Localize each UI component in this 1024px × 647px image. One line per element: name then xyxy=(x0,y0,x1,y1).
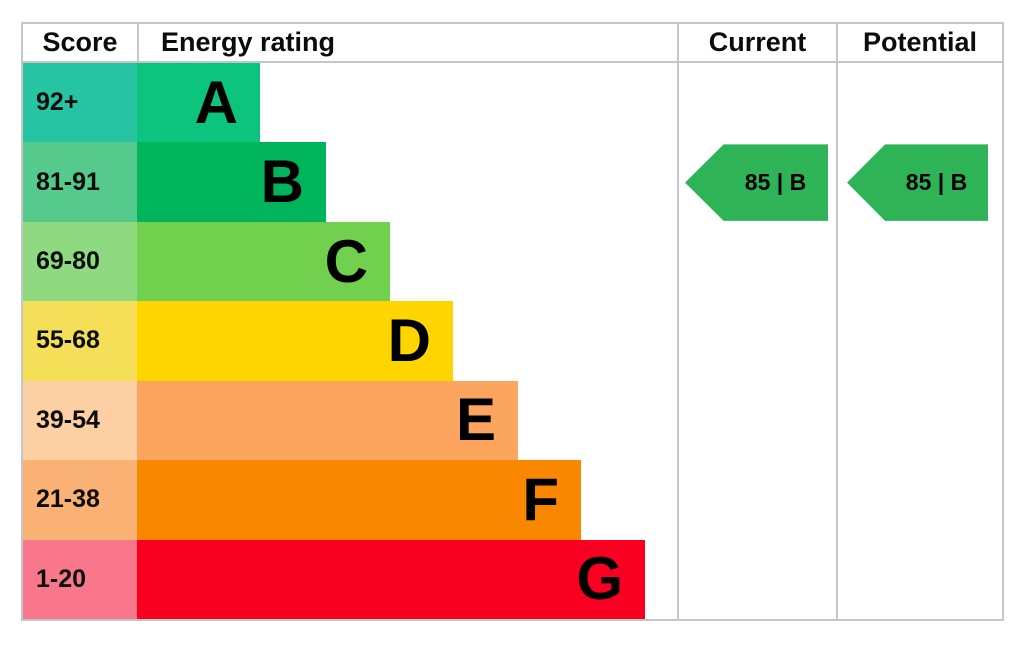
band-row-e: 39-54 E xyxy=(23,380,1002,461)
epc-rating-chart: Score Energy rating Current Potential 92… xyxy=(21,22,1004,621)
band-letter: C xyxy=(324,227,368,295)
band-score-label: 39-54 xyxy=(36,405,100,434)
band-letter: A xyxy=(194,68,238,136)
band-score-label: 1-20 xyxy=(36,564,87,593)
band-row-f: 21-38 F xyxy=(23,460,1002,540)
band-letter: F xyxy=(522,465,559,533)
header-potential: Potential xyxy=(836,24,1002,61)
chart-body: 92+ A 81-91 B 69-80 C 55-68 xyxy=(23,63,1002,619)
band-score-cell: 21-38 xyxy=(23,460,137,540)
band-bar: G xyxy=(137,539,645,619)
current-column-divider xyxy=(677,63,679,619)
band-score-cell: 1-20 xyxy=(23,539,137,619)
band-row-g: 1-20 G xyxy=(23,539,1002,619)
band-score-label: 55-68 xyxy=(36,326,100,355)
band-row-b: 81-91 B xyxy=(23,142,1002,222)
header-energy-rating: Energy rating xyxy=(161,27,336,57)
band-score-cell: 81-91 xyxy=(23,142,137,222)
band-score-label: 81-91 xyxy=(36,167,100,196)
current-rating-label: 85 | B xyxy=(744,169,807,196)
band-row-c: 69-80 C xyxy=(23,221,1002,302)
band-score-cell: 55-68 xyxy=(23,301,137,381)
band-bar: D xyxy=(137,301,453,381)
header-score: Score xyxy=(23,24,139,61)
band-letter: B xyxy=(260,148,304,216)
band-letter: E xyxy=(455,386,496,454)
band-bar: C xyxy=(137,221,390,302)
potential-column-divider xyxy=(836,63,838,619)
band-bar: E xyxy=(137,380,518,461)
band-score-label: 92+ xyxy=(36,88,79,117)
band-score-cell: 92+ xyxy=(23,63,137,143)
band-letter: D xyxy=(387,306,431,374)
band-row-a: 92+ A xyxy=(23,63,1002,143)
band-bar: F xyxy=(137,460,581,540)
band-score-label: 21-38 xyxy=(36,485,100,514)
band-bar: B xyxy=(137,142,326,222)
band-row-d: 55-68 D xyxy=(23,301,1002,381)
band-letter: G xyxy=(576,545,623,613)
band-bar: A xyxy=(137,63,260,143)
band-score-label: 69-80 xyxy=(36,247,100,276)
potential-rating-label: 85 | B xyxy=(905,169,968,196)
chart-header-row: Score Energy rating Current Potential xyxy=(23,24,1002,63)
header-current: Current xyxy=(677,24,836,61)
band-score-cell: 69-80 xyxy=(23,221,137,302)
band-score-cell: 39-54 xyxy=(23,380,137,461)
